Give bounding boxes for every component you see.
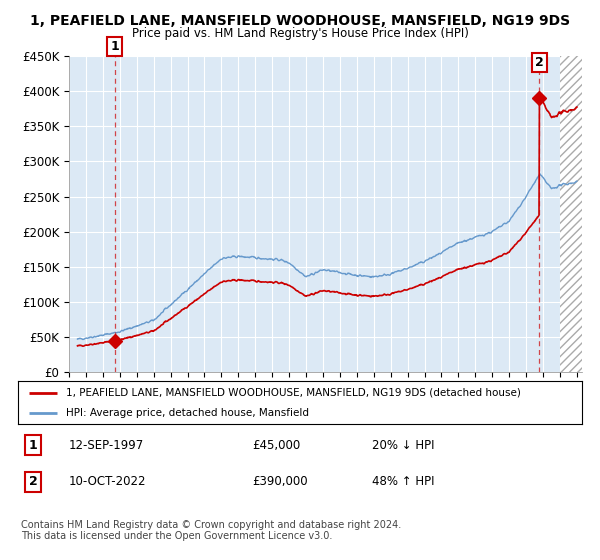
Text: 1: 1: [29, 438, 37, 452]
Text: 20% ↓ HPI: 20% ↓ HPI: [372, 438, 434, 452]
Text: 12-SEP-1997: 12-SEP-1997: [69, 438, 144, 452]
Bar: [560, 56, 582, 372]
Text: HPI: Average price, detached house, Mansfield: HPI: Average price, detached house, Mans…: [66, 408, 309, 418]
Text: 1, PEAFIELD LANE, MANSFIELD WOODHOUSE, MANSFIELD, NG19 9DS (detached house): 1, PEAFIELD LANE, MANSFIELD WOODHOUSE, M…: [66, 388, 521, 398]
Bar: [560, 56, 582, 372]
Text: 48% ↑ HPI: 48% ↑ HPI: [372, 475, 434, 488]
Text: £45,000: £45,000: [252, 438, 300, 452]
Text: 1: 1: [110, 40, 119, 53]
Text: 2: 2: [29, 475, 37, 488]
Text: 10-OCT-2022: 10-OCT-2022: [69, 475, 146, 488]
Text: Contains HM Land Registry data © Crown copyright and database right 2024.
This d: Contains HM Land Registry data © Crown c…: [21, 520, 401, 542]
Text: Price paid vs. HM Land Registry's House Price Index (HPI): Price paid vs. HM Land Registry's House …: [131, 27, 469, 40]
Text: 1, PEAFIELD LANE, MANSFIELD WOODHOUSE, MANSFIELD, NG19 9DS: 1, PEAFIELD LANE, MANSFIELD WOODHOUSE, M…: [30, 14, 570, 28]
Text: 2: 2: [535, 56, 544, 69]
Text: £390,000: £390,000: [252, 475, 308, 488]
